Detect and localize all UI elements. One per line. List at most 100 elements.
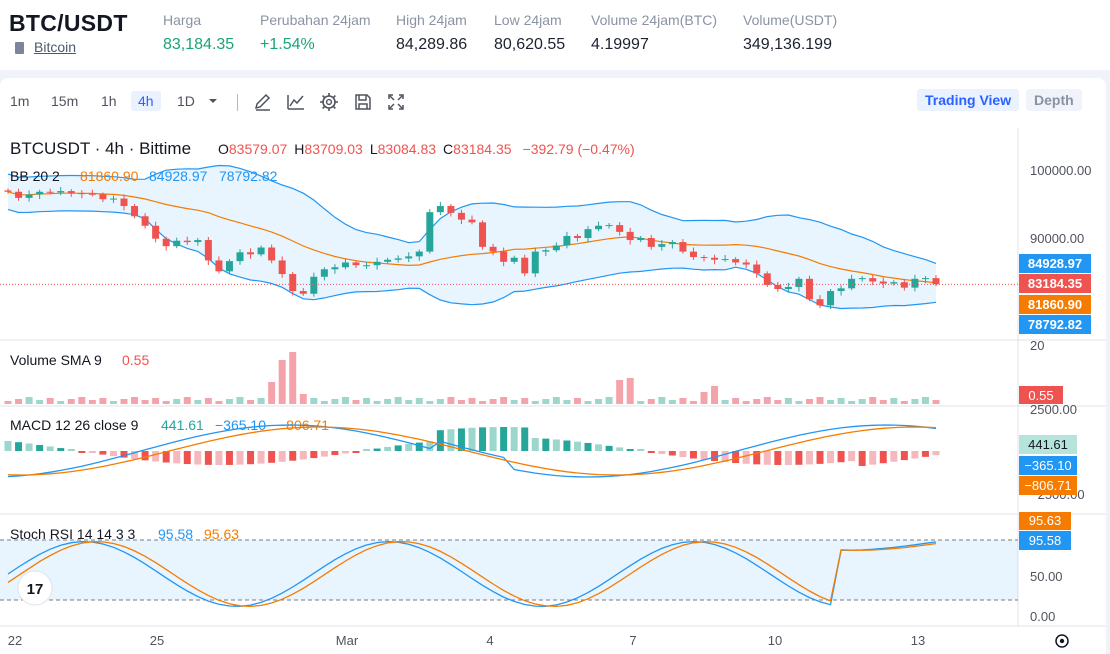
volume-bar: [67, 399, 75, 404]
price-tag: [1019, 295, 1091, 314]
stat-label: Low 24jam: [494, 12, 562, 28]
macd-histogram-bar: [542, 438, 550, 451]
volume-bar: [595, 399, 603, 404]
macd-histogram-bar: [795, 451, 803, 465]
macd-histogram-bar: [331, 451, 339, 456]
candle: [479, 222, 487, 247]
chevron-down-icon[interactable]: [206, 94, 220, 108]
macd-histogram-bar: [436, 430, 444, 451]
timeframe-4h[interactable]: 4h: [131, 91, 161, 111]
trading-chart[interactable]: BTCUSDT · 4h · Bittime O 83579.07 H 83709.03…: [0, 78, 1106, 654]
volume-bar: [753, 399, 761, 404]
volume-bar: [109, 401, 117, 404]
macd-signal-line: [7, 426, 937, 476]
chart-settings-icon: [1055, 634, 1069, 648]
candle: [732, 259, 740, 263]
fullscreen-icon[interactable]: [385, 91, 407, 113]
candle: [626, 231, 634, 241]
candle: [384, 259, 392, 262]
macd-histogram-bar: [57, 448, 65, 451]
candle: [415, 251, 423, 257]
macd-histogram-bar: [595, 444, 603, 451]
volume-tag: [1019, 386, 1063, 404]
volume-bar: [616, 380, 624, 404]
ohlc-value: O: [218, 141, 229, 157]
price-axis-label: 90000.00: [1030, 231, 1084, 246]
candle: [352, 262, 360, 266]
bb-label: BB 20 2: [10, 168, 60, 184]
candle: [57, 191, 65, 193]
coin-link[interactable]: Bitcoin: [15, 39, 77, 55]
macd-histogram-bar: [289, 451, 297, 461]
pen-icon[interactable]: [252, 91, 274, 113]
price-axis-label: 100000.00: [1030, 163, 1091, 178]
price-tag: [1019, 254, 1091, 273]
volume-bar: [236, 397, 244, 404]
macd-histogram-bar: [479, 427, 487, 451]
volume-bar: [310, 398, 318, 404]
stat-label: Volume(USDT): [743, 12, 838, 28]
candle: [183, 240, 191, 243]
macd-histogram-bar: [805, 451, 813, 465]
bb-upper-value: 84928.97: [149, 168, 208, 184]
candle: [668, 242, 676, 245]
macd-histogram-bar: [426, 441, 434, 451]
volume-bar: [647, 399, 655, 404]
stoch-d-value: 95.63: [204, 526, 239, 542]
candle: [647, 238, 655, 247]
ohlc-value: 83184.35: [453, 141, 512, 157]
symbol-label: BTCUSDT · 4h · Bittime: [10, 139, 191, 158]
volume-bar: [204, 398, 212, 404]
indicator-icon[interactable]: [285, 91, 307, 113]
volume-bar: [711, 386, 719, 404]
volume-bar: [57, 401, 65, 404]
volume-bar: [763, 397, 771, 404]
timeframe-1h[interactable]: 1h: [101, 93, 117, 109]
volume-bar: [679, 398, 687, 404]
candle: [489, 246, 497, 252]
trading-view-button[interactable]: Trading View: [917, 89, 1020, 111]
macd-histogram-bar: [236, 451, 244, 465]
macd-histogram-bar: [742, 451, 750, 464]
stat-value: 84,289.86: [396, 36, 468, 53]
gear-icon[interactable]: [318, 91, 340, 113]
macd-histogram-bar: [162, 451, 170, 463]
candle: [394, 258, 402, 260]
macd-histogram-bar: [363, 449, 371, 451]
candle: [500, 251, 508, 262]
volume-bar: [900, 401, 908, 404]
volume-axis-label: 20: [1030, 338, 1044, 353]
volume-bar: [183, 397, 191, 404]
timeframe-1d[interactable]: 1D: [177, 93, 195, 109]
volume-bar: [394, 397, 402, 404]
coin-name[interactable]: Bitcoin: [34, 39, 77, 55]
stat-label: Perubahan 24jam: [260, 12, 371, 28]
candle: [805, 278, 813, 300]
depth-button[interactable]: Depth: [1026, 89, 1082, 111]
macd-histogram-bar: [647, 451, 655, 453]
volume-bar: [837, 398, 845, 404]
macd-histogram-bar: [921, 451, 929, 457]
time-axis-label: 7: [629, 633, 636, 648]
price-tag-label: 81860.90: [1028, 297, 1082, 312]
volume-bar: [921, 397, 929, 404]
macd-histogram-bar: [753, 451, 761, 465]
volume-bar: [352, 400, 360, 404]
volume-bar: [890, 398, 898, 404]
chart-settings-icon-center: [1059, 638, 1065, 644]
macd-tag-label: −806.71: [1024, 478, 1071, 493]
macd-histogram-bar: [510, 427, 518, 451]
macd-histogram-bar: [88, 451, 96, 453]
macd-histogram-bar: [299, 451, 307, 460]
timeframe-1m[interactable]: 1m: [10, 93, 30, 109]
timeframe-15m[interactable]: 15m: [51, 93, 79, 109]
macd-histogram-bar: [890, 451, 898, 462]
save-icon[interactable]: [352, 91, 374, 113]
candle: [721, 259, 729, 261]
stat-volume-usdt: Volume(USDT) 349,136.199: [743, 12, 837, 54]
stoch-label: Stoch RSI 14 14 3 3: [10, 526, 136, 542]
macd-histogram-bar: [858, 451, 866, 466]
candle: [436, 206, 444, 213]
volume-bar: [816, 397, 824, 404]
macd-histogram-bar: [194, 451, 202, 465]
